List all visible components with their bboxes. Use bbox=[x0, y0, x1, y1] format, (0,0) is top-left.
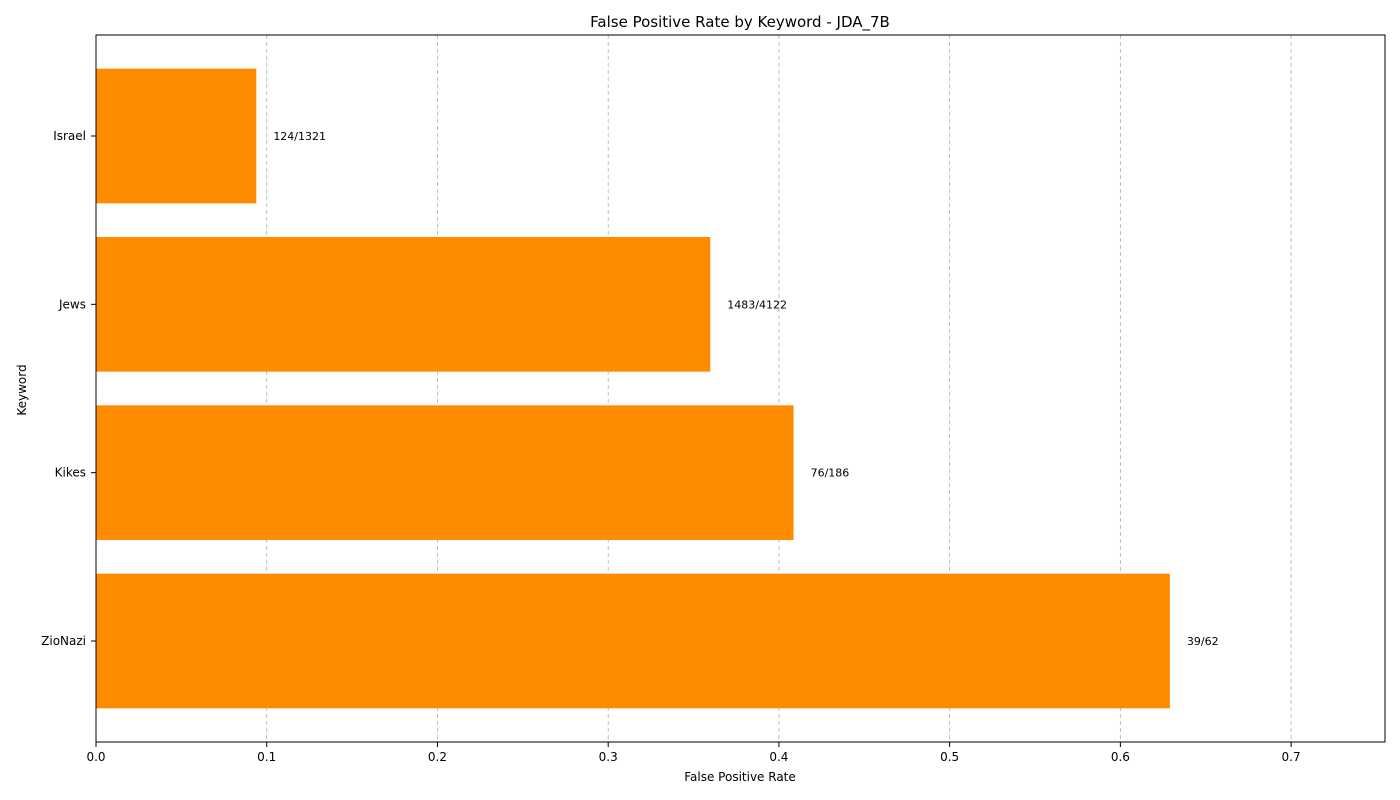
bar-israel bbox=[96, 68, 257, 204]
x-tick-label: 0.4 bbox=[769, 750, 788, 764]
x-axis-label: False Positive Rate bbox=[684, 770, 796, 784]
bar-jews bbox=[96, 237, 711, 372]
x-tick-label: 0.3 bbox=[599, 750, 618, 764]
data-label: 124/1321 bbox=[273, 130, 326, 143]
y-axis-ticks: Israel Jews Kikes ZioNazi bbox=[41, 129, 96, 648]
y-tick-label: Jews bbox=[58, 297, 86, 311]
x-tick-label: 0.7 bbox=[1282, 750, 1301, 764]
y-tick-label: ZioNazi bbox=[41, 634, 86, 648]
x-tick-label: 0.0 bbox=[86, 750, 105, 764]
chart-title: False Positive Rate by Keyword - JDA_7B bbox=[590, 13, 890, 32]
x-tick-label: 0.6 bbox=[1111, 750, 1130, 764]
x-axis-ticks: 0.0 0.1 0.2 0.3 0.4 0.5 0.6 0.7 bbox=[86, 742, 1301, 764]
bar-zionazi bbox=[96, 573, 1170, 709]
data-label: 76/186 bbox=[811, 467, 850, 480]
x-tick-label: 0.1 bbox=[257, 750, 276, 764]
bars bbox=[96, 68, 1170, 709]
y-tick-label: Kikes bbox=[55, 466, 86, 480]
y-tick-label: Israel bbox=[53, 129, 86, 143]
data-label: 1483/4122 bbox=[727, 298, 787, 311]
bar-kikes bbox=[96, 405, 794, 540]
y-axis-label: Keyword bbox=[15, 364, 29, 415]
x-tick-label: 0.5 bbox=[940, 750, 959, 764]
data-labels: 124/1321 1483/4122 76/186 39/62 bbox=[273, 130, 1218, 648]
plot-frame bbox=[95, 34, 1386, 743]
data-label: 39/62 bbox=[1187, 635, 1219, 648]
x-tick-label: 0.2 bbox=[428, 750, 447, 764]
